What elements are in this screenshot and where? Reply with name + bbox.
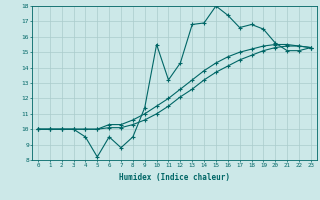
X-axis label: Humidex (Indice chaleur): Humidex (Indice chaleur) (119, 173, 230, 182)
